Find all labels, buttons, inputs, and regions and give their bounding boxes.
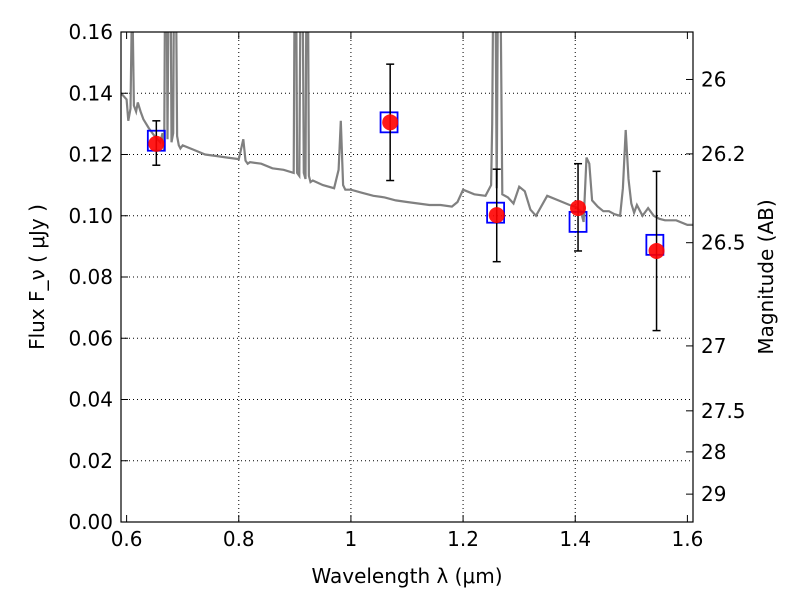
x-tick-label: 0.6	[111, 527, 143, 551]
observed-point	[648, 242, 665, 259]
ticks: 0.6 0.8 1 1.2 1.4 1.6 0.00 0.02 0.04 0.06 0.08 0.10…	[68, 20, 745, 551]
y-tick-label: 0.04	[68, 388, 113, 412]
y-tick-label: 0.02	[68, 449, 113, 473]
x-tick-label: 0.8	[223, 527, 255, 551]
y2-tick-label: 29	[701, 482, 726, 506]
x-tick-label: 1.4	[559, 527, 591, 551]
x-tick-label: 1	[345, 527, 358, 551]
y-tick-label: 0.12	[68, 143, 113, 167]
y2-axis-label: Magnitude (AB)	[754, 199, 778, 354]
y-tick-label: 0.06	[68, 326, 113, 350]
y-tick-label: 0.10	[68, 204, 113, 228]
y-tick-label: 0.00	[68, 510, 113, 534]
y-tick-label: 0.14	[68, 81, 113, 105]
y-tick-label: 0.08	[68, 265, 113, 289]
y2-tick-label: 28	[701, 440, 726, 464]
x-axis-label: Wavelength λ (μm)	[311, 564, 502, 588]
y2-tick-label: 27.5	[701, 399, 746, 423]
plot-area	[121, 32, 693, 332]
observed-point	[488, 207, 505, 224]
x-tick-label: 1.2	[447, 527, 479, 551]
y2-tick-label: 26.5	[701, 231, 746, 255]
x-tick-label: 1.6	[671, 527, 703, 551]
observed-point	[148, 135, 165, 152]
observed-point	[382, 114, 399, 131]
y-axis-label: Flux F_ν ( μJy )	[25, 204, 49, 350]
observed-point	[570, 200, 587, 217]
plot-frame	[120, 31, 694, 523]
y2-tick-label: 26	[701, 67, 726, 91]
y2-tick-label: 27	[701, 334, 726, 358]
y-tick-label: 0.16	[68, 20, 113, 44]
model-spectrum-line	[121, 32, 693, 226]
grid	[121, 32, 693, 522]
observed-photometry-series	[148, 114, 665, 259]
y2-tick-label: 26.2	[701, 142, 746, 166]
